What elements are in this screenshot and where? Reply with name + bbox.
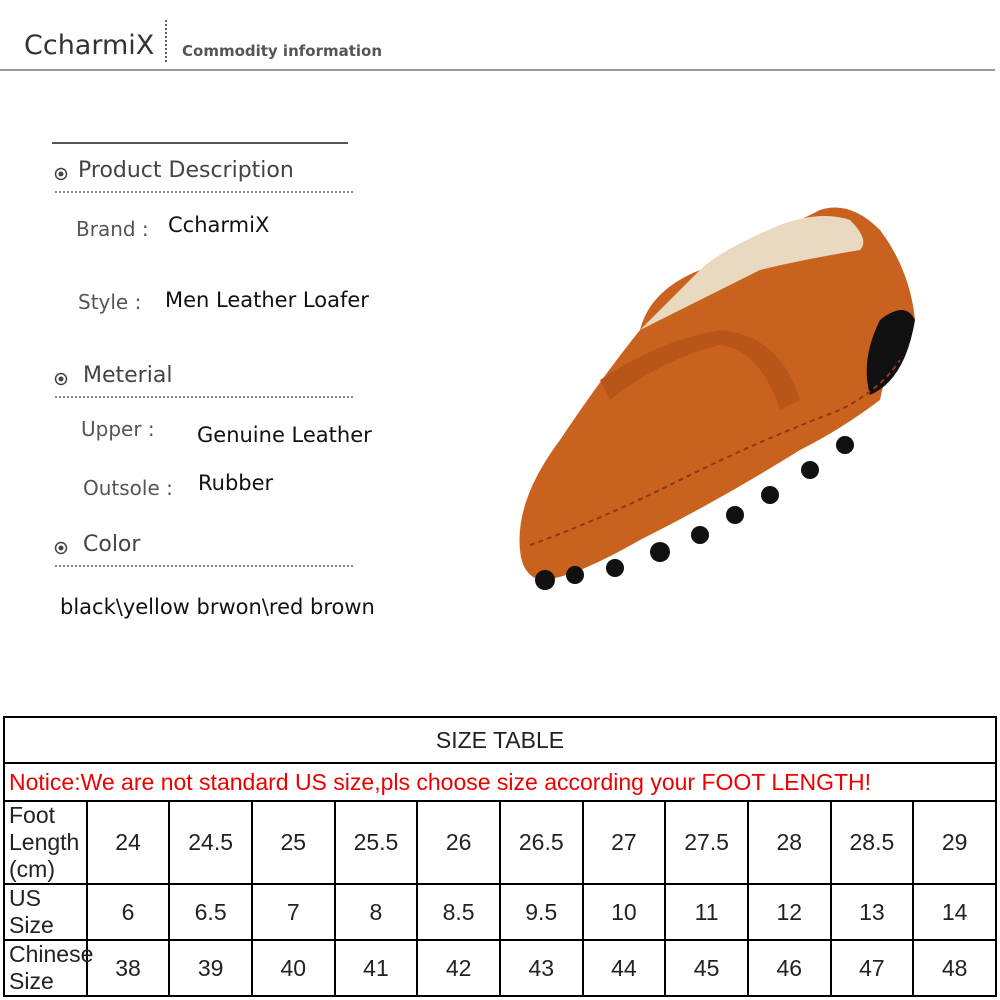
field-value: Men Leather Loafer	[165, 288, 369, 312]
size-cell: 13	[829, 883, 915, 941]
size-cell: 6	[85, 883, 171, 941]
size-cell: 47	[829, 939, 915, 997]
size-cell: 27	[581, 800, 667, 885]
size-cell: 25	[250, 800, 336, 885]
size-cell: 12	[746, 883, 832, 941]
size-cell: 26	[416, 800, 501, 885]
size-cell: 38	[85, 939, 171, 997]
section-title: Meterial	[83, 363, 173, 388]
size-cell: 46	[746, 939, 832, 997]
table-title: SIZE TABLE	[3, 716, 997, 764]
size-cell: 8.5	[416, 883, 501, 941]
section-title: Product Description	[78, 158, 294, 183]
section-title: Color	[83, 532, 141, 557]
size-cell: 39	[168, 939, 253, 997]
size-cell: 45	[664, 939, 749, 997]
row-header: Chinese Size	[3, 939, 93, 997]
size-cell: 40	[250, 939, 336, 997]
size-cell: 25.5	[333, 800, 419, 885]
dotted-rule	[55, 565, 353, 567]
size-cell: 48	[912, 939, 997, 997]
header-subtitle: Commodity information	[182, 42, 383, 60]
field-label: Upper :	[81, 417, 155, 441]
color-text: black\yellow brwon\red brown	[60, 595, 375, 619]
field-label: Outsole :	[83, 476, 173, 500]
field-label: Style :	[78, 290, 142, 314]
size-cell: 26.5	[498, 800, 584, 885]
dotted-rule	[55, 191, 353, 193]
brand-logo: CcharmiX	[24, 30, 155, 61]
size-cell: 41	[333, 939, 419, 997]
size-cell: 14	[912, 883, 997, 941]
size-table: SIZE TABLE Notice:We are not standard US…	[3, 716, 997, 997]
size-cell: 24	[85, 800, 171, 885]
size-row: Foot Length (cm) 24 24.5 25 25.5 26 26.5 27 27.5…	[3, 800, 997, 885]
field-label: Brand :	[76, 217, 149, 241]
header-rule	[0, 69, 995, 71]
table-title-row: SIZE TABLE	[3, 716, 997, 764]
notice: Notice:We are not standard US size,pls c…	[3, 762, 997, 802]
size-cell: 42	[416, 939, 501, 997]
size-cell: 29	[912, 800, 997, 885]
size-cell: 28	[746, 800, 832, 885]
divider	[165, 20, 167, 62]
size-cell: 9.5	[498, 883, 584, 941]
size-cell: 6.5	[168, 883, 253, 941]
field-value: Rubber	[198, 471, 274, 495]
shoe-image	[519, 207, 915, 590]
size-cell: 43	[498, 939, 584, 997]
size-cell: 28.5	[829, 800, 915, 885]
size-cell: 8	[333, 883, 419, 941]
size-cell: 7	[250, 883, 336, 941]
field-value: CcharmiX	[168, 213, 270, 237]
size-cell: 27.5	[664, 800, 749, 885]
size-row: US Size 6 6.5 7 8 8.5 9.5 10 11 12 13 14	[3, 883, 997, 941]
section-rule	[52, 142, 348, 144]
row-header: Foot Length (cm)	[3, 800, 88, 885]
size-cell: 11	[664, 883, 749, 941]
dotted-rule	[55, 396, 353, 398]
size-cell: 44	[581, 939, 667, 997]
row-header: US Size	[3, 883, 88, 941]
size-row: Chinese Size 38 39 40 41 42 43 44 45 46 47 48	[3, 939, 997, 997]
field-value: Genuine Leather	[197, 423, 372, 447]
notice-row: Notice:We are not standard US size,pls c…	[3, 762, 997, 802]
size-cell: 10	[581, 883, 667, 941]
icons	[54, 167, 915, 590]
size-cell: 24.5	[168, 800, 253, 885]
